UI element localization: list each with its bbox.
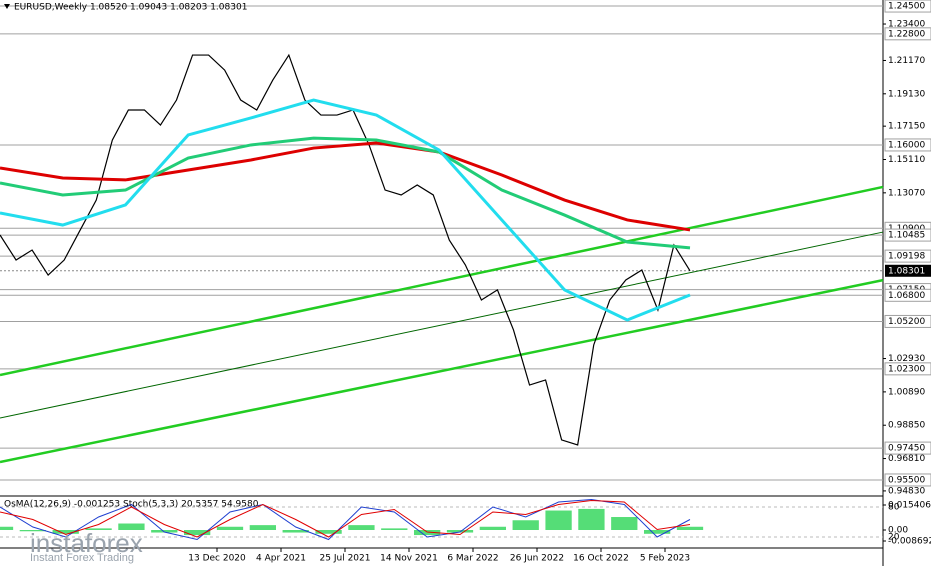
- osma-bar: [0, 526, 14, 530]
- y-tick-label: 1.17150: [888, 122, 925, 132]
- trendline: [0, 185, 884, 377]
- x-tick-label: 13 Dec 2020: [188, 554, 246, 564]
- trendlines: [0, 185, 884, 464]
- osma-bar: [216, 526, 244, 530]
- y-tick-label: 0.98850: [888, 421, 925, 431]
- level-label: 0.97450: [888, 444, 925, 454]
- level-label: 1.10485: [888, 231, 925, 241]
- level-label: 1.22800: [888, 29, 925, 39]
- x-tick-label: 25 Jul 2021: [320, 554, 371, 564]
- osma-bar: [545, 510, 572, 530]
- osma-bar: [184, 530, 211, 536]
- osma-bar: [611, 517, 638, 530]
- level-box: [884, 0, 931, 13]
- osma-bar: [85, 528, 112, 530]
- level-box: [884, 138, 931, 152]
- menu-icon: [4, 4, 10, 9]
- level-label: 1.05200: [888, 317, 925, 327]
- osma-bar: [19, 530, 46, 532]
- levels: 1.245001.228001.160001.109001.104851.091…: [0, 0, 931, 487]
- osma-tick-label: 0.0154064: [888, 501, 931, 511]
- level-box: [884, 441, 931, 455]
- level-box: [884, 314, 931, 328]
- x-tick-label: 4 Apr 2021: [256, 554, 306, 564]
- x-tick-label: 26 Jun 2022: [510, 554, 564, 564]
- current-price-label: 1.08301: [888, 266, 925, 276]
- level-box: [884, 362, 931, 376]
- y-tick-label: 1.15110: [888, 155, 925, 165]
- y-tick-label: 1.19130: [888, 89, 925, 99]
- osma-bar: [479, 526, 506, 530]
- current-price-box: [885, 264, 931, 277]
- level-box: [884, 228, 931, 242]
- x-tick-label: 6 Mar 2022: [447, 554, 498, 564]
- watermark: instaforex: [30, 528, 143, 558]
- level-label: 1.09198: [888, 252, 925, 262]
- osma-bar: [118, 523, 145, 530]
- osma-bar: [414, 530, 441, 536]
- y-tick-label: 0.94830: [888, 486, 925, 496]
- price-line: [0, 53, 691, 446]
- stoch-tick-label: 20: [888, 533, 900, 543]
- level-label: 1.02300: [888, 364, 925, 374]
- level-box: [884, 473, 931, 487]
- osma-bar: [644, 530, 671, 534]
- osma-bar: [315, 530, 342, 534]
- y-tick-label: 1.21170: [888, 56, 925, 66]
- osma-tick-label: 0.00: [888, 526, 908, 536]
- level-label: 1.16000: [888, 140, 925, 150]
- y-tick-label: 1.23400: [888, 20, 925, 30]
- moving-average: [0, 141, 691, 232]
- watermark-sub: Instant Forex Trading: [30, 552, 134, 564]
- osma-bar: [676, 526, 704, 530]
- stoch-line: [0, 499, 691, 538]
- osma-bar: [282, 530, 309, 533]
- osma-bar: [151, 530, 178, 533]
- osma-bar: [446, 530, 474, 533]
- level-box: [884, 288, 931, 302]
- x-tick-label: 5 Feb 2023: [640, 554, 690, 564]
- moving-average: [0, 136, 691, 250]
- y-tick-label: 1.13070: [888, 188, 925, 198]
- osma-bar: [52, 530, 79, 534]
- stoch-tick-label: 80: [888, 503, 900, 513]
- osma-bar: [381, 528, 408, 530]
- oscillator: 0.0154064 0.00-0.008692 80 20: [0, 498, 931, 547]
- y-tick-label: 1.02930: [888, 354, 925, 364]
- level-label: 0.95500: [888, 475, 925, 485]
- x-tick-label: 14 Nov 2021: [380, 554, 438, 564]
- trendline: [0, 231, 884, 419]
- level-label: 1.24500: [888, 2, 925, 12]
- axes: 1.23400 1.21170 1.19130 1.17150 1.15110 1.130…: [188, 20, 925, 564]
- level-label: 1.06800: [888, 291, 925, 301]
- series: [0, 53, 691, 446]
- moving-average: [0, 98, 691, 322]
- level-box: [884, 27, 931, 41]
- y-tick-label: 1.00890: [888, 387, 925, 397]
- indicator-label: OsMA(12,26,9) -0.001253 Stoch(5,3,3) 20.…: [4, 500, 259, 510]
- level-box: [884, 249, 931, 263]
- osma-bar: [578, 508, 605, 530]
- osma-bar: [249, 525, 276, 530]
- stoch-line: [0, 498, 691, 541]
- y-tick-label: 0.96810: [888, 454, 925, 464]
- osma-tick-label: -0.008692: [888, 537, 931, 547]
- x-tick-label: 16 Oct 2022: [573, 554, 629, 564]
- chart-title: EURUSD,Weekly 1.08520 1.09043 1.08203 1.…: [14, 3, 247, 13]
- trendline: [0, 278, 884, 464]
- osma-bar: [348, 525, 375, 530]
- osma-bar: [512, 520, 539, 530]
